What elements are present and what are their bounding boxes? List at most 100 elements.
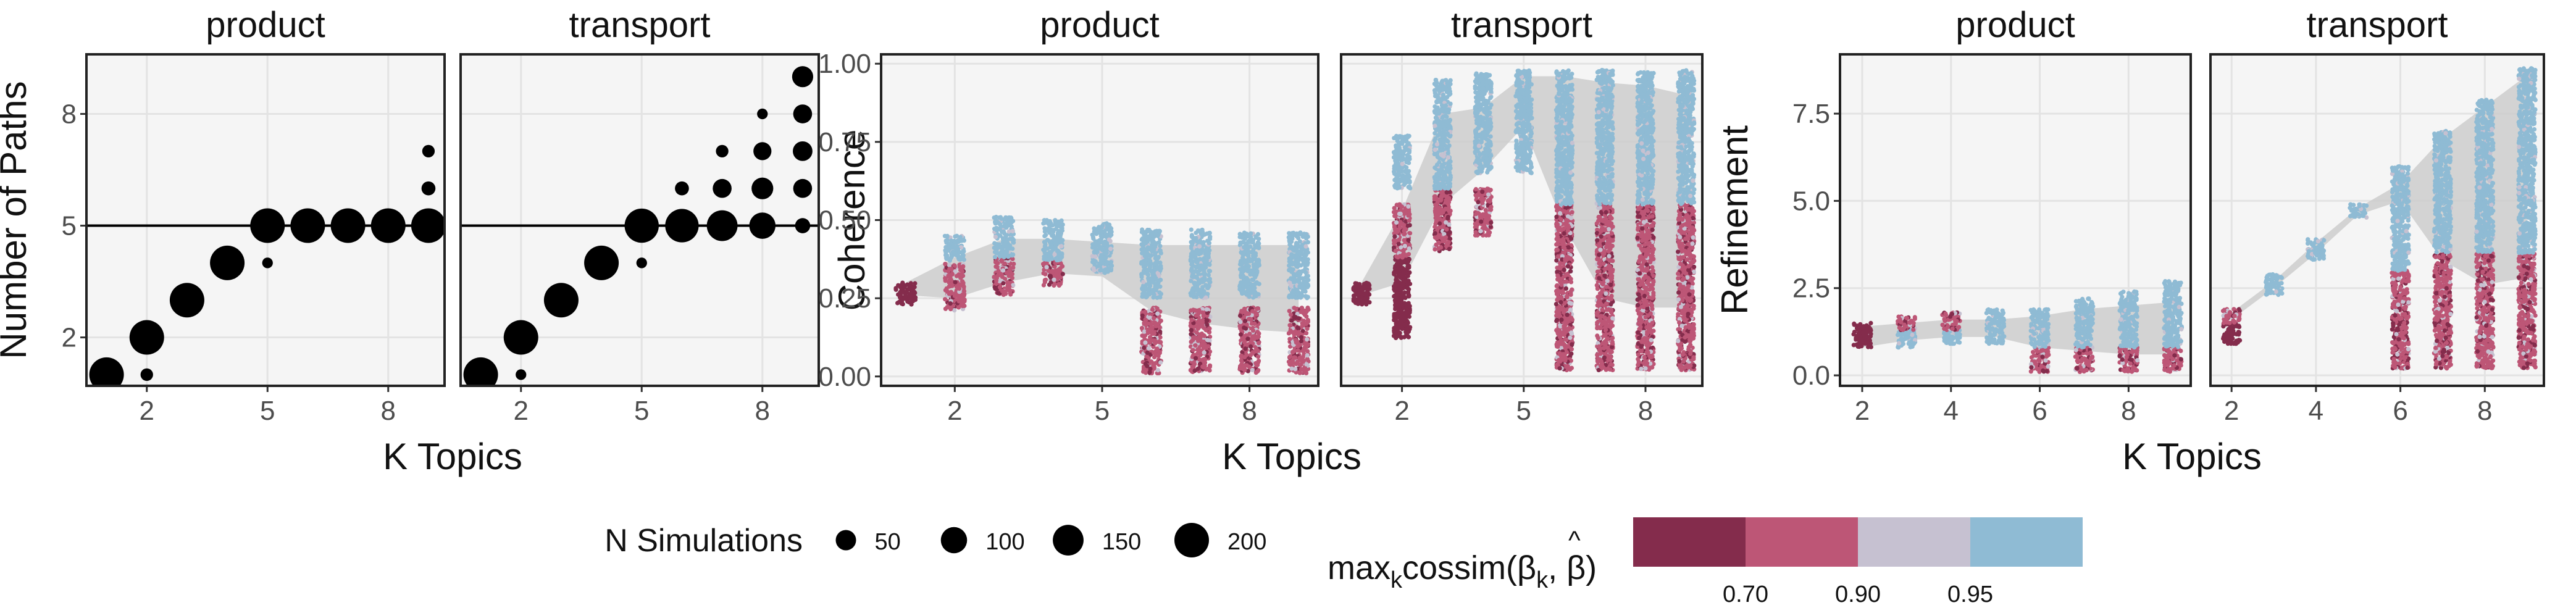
sim-point — [1146, 346, 1151, 351]
data-point — [210, 245, 245, 280]
data-point — [795, 218, 811, 233]
sim-point — [1145, 229, 1150, 234]
sim-point — [1053, 238, 1058, 243]
sim-point — [1434, 219, 1439, 223]
sim-point — [1257, 241, 1261, 246]
sim-point — [1245, 266, 1250, 271]
sim-point — [1193, 356, 1198, 361]
sim-point — [1202, 350, 1206, 355]
sim-point — [1200, 364, 1205, 369]
sim-point — [1007, 284, 1012, 289]
point-cluster — [943, 262, 967, 313]
sim-point — [1436, 177, 1441, 182]
x-tick-label: 8 — [1242, 396, 1257, 426]
sim-point — [1148, 359, 1154, 364]
sim-point — [1150, 326, 1155, 331]
data-point — [140, 368, 153, 382]
sim-point — [1044, 265, 1049, 270]
sim-point — [1478, 228, 1483, 234]
sim-point — [1476, 86, 1481, 91]
sim-point — [1139, 237, 1144, 242]
sim-point — [1444, 78, 1449, 83]
sim-point — [1103, 267, 1108, 272]
sim-point — [1011, 261, 1016, 267]
sim-point — [1487, 198, 1492, 202]
point-cluster — [942, 233, 966, 263]
sim-point — [1476, 169, 1481, 173]
sim-point — [1206, 366, 1211, 371]
sim-point — [1487, 80, 1492, 85]
sim-point — [1402, 271, 1407, 276]
y-tick-label: 0.00 — [818, 362, 871, 392]
x-tick-label: 8 — [1638, 396, 1653, 426]
sim-point — [1474, 73, 1479, 78]
sim-point — [1392, 234, 1397, 239]
sim-point — [1483, 207, 1488, 213]
sim-point — [1476, 211, 1481, 215]
sim-point — [1189, 278, 1194, 283]
sim-point — [1155, 306, 1160, 311]
sim-point — [1257, 246, 1261, 251]
sim-point — [1200, 279, 1206, 284]
sim-point — [1305, 337, 1310, 342]
sim-point — [1047, 230, 1052, 235]
sim-point — [1048, 249, 1053, 254]
sim-point — [1197, 308, 1202, 313]
sim-point — [1302, 279, 1307, 284]
sim-point — [1108, 263, 1113, 268]
sim-point — [1189, 340, 1194, 344]
panel-border — [85, 53, 446, 387]
sim-point — [1257, 331, 1261, 336]
sim-point — [1397, 149, 1403, 154]
sim-point — [1304, 236, 1309, 241]
sim-point — [1142, 329, 1147, 334]
sim-point — [1055, 277, 1060, 282]
sim-point — [1480, 201, 1485, 206]
sim-point — [1001, 292, 1006, 297]
point-cluster — [1237, 230, 1261, 300]
sim-point — [1053, 218, 1058, 223]
sim-point — [1008, 292, 1013, 297]
data-point — [543, 283, 579, 318]
sim-point — [1152, 315, 1156, 320]
sim-point — [1399, 335, 1403, 340]
sim-point — [947, 243, 951, 248]
sim-point — [1287, 361, 1292, 365]
sim-point — [1054, 268, 1059, 273]
sim-point — [1194, 248, 1199, 253]
sim-point — [1447, 246, 1452, 251]
sim-point — [906, 300, 911, 305]
sim-point — [1246, 240, 1251, 244]
sim-point — [1439, 103, 1444, 108]
sim-point — [1436, 206, 1441, 211]
sim-point — [1407, 212, 1412, 217]
sim-point — [1056, 230, 1061, 235]
sim-point — [1189, 227, 1194, 232]
sim-point — [1151, 350, 1156, 356]
sim-point — [1287, 235, 1292, 240]
sim-point — [1145, 364, 1150, 369]
data-point — [330, 208, 366, 243]
sim-point — [1305, 326, 1310, 332]
sim-point — [1486, 167, 1491, 173]
sim-point — [1406, 169, 1411, 173]
point-cluster — [1237, 305, 1261, 375]
sim-point — [1196, 272, 1201, 277]
sim-point — [1357, 281, 1362, 286]
sim-point — [1205, 311, 1210, 315]
sim-point — [1289, 239, 1294, 244]
sim-point — [1255, 265, 1260, 270]
sim-point — [1294, 254, 1298, 259]
sim-point — [1395, 144, 1400, 149]
sim-point — [1060, 238, 1065, 243]
sim-point — [1399, 297, 1404, 302]
data-point — [422, 144, 435, 158]
sim-point — [1289, 366, 1294, 371]
sim-point — [1156, 349, 1161, 354]
sim-point — [1000, 273, 1005, 278]
sim-point — [1395, 137, 1400, 142]
sim-point — [1432, 231, 1437, 236]
sim-point — [1099, 252, 1104, 257]
sim-point — [1152, 320, 1158, 325]
